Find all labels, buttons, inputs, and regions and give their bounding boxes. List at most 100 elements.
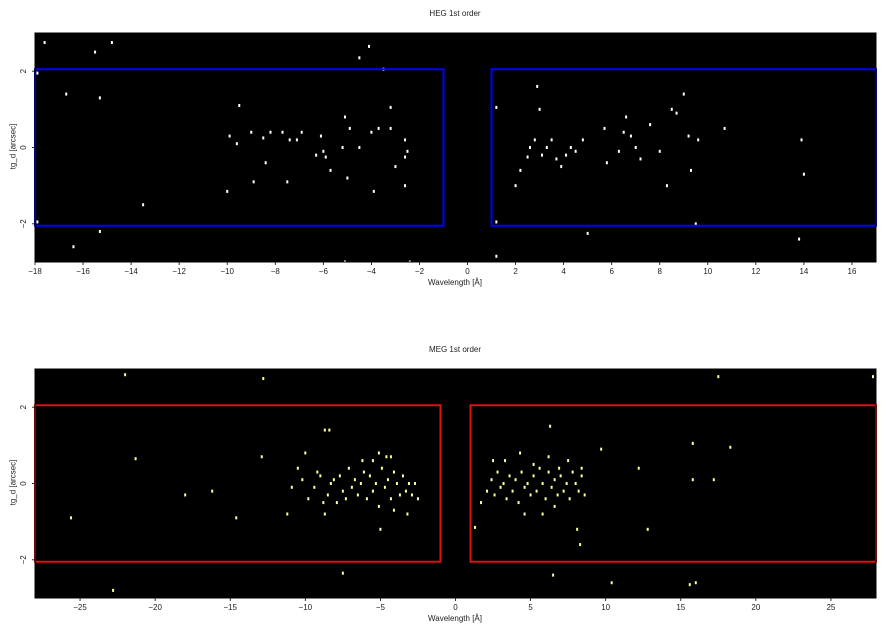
meg-data-point [262, 377, 265, 381]
meg-data-point [338, 474, 341, 478]
heg-data-point [43, 41, 46, 45]
heg-data-point [372, 189, 375, 193]
meg-data-point [559, 474, 562, 478]
meg-data-point [646, 527, 649, 531]
heg-data-point [394, 165, 397, 169]
heg-data-point [238, 104, 241, 108]
meg-data-point [286, 512, 289, 516]
meg-data-point [574, 482, 577, 485]
heg-data-point [689, 168, 692, 172]
heg-data-point [94, 50, 97, 54]
heg-data-point [560, 165, 563, 169]
heg-y-tick-label: −2 [19, 219, 28, 229]
meg-data-point [407, 482, 410, 485]
meg-y-tick-label: −2 [19, 555, 28, 565]
meg-data-point [313, 485, 316, 489]
meg-data-point [301, 478, 304, 482]
heg-data-point [625, 115, 628, 119]
meg-data-point [541, 482, 544, 485]
meg-data-point [565, 482, 568, 485]
heg-x-tick-label: 16 [848, 267, 857, 276]
meg-data-point [571, 470, 574, 474]
meg-data-point [556, 493, 559, 497]
meg-y-tick-label: 2 [19, 404, 28, 409]
meg-x-tick-label: −25 [73, 603, 87, 612]
meg-data-point [514, 478, 517, 482]
meg-data-point [517, 501, 520, 505]
meg-data-point [538, 466, 541, 470]
heg-data-point [545, 146, 548, 149]
meg-data-point [499, 485, 502, 489]
heg-data-point [262, 136, 265, 140]
heg-data-point [639, 157, 642, 161]
heg-data-point [528, 146, 531, 149]
meg-data-point [552, 573, 555, 577]
meg-data-point [549, 424, 552, 428]
heg-data-point [319, 134, 322, 138]
meg-xlabel: Wavelength [Å] [428, 614, 482, 623]
meg-data-point [511, 489, 514, 493]
heg-data-point [288, 138, 291, 142]
meg-data-point [371, 459, 374, 463]
meg-data-point [329, 482, 332, 485]
meg-data-point [558, 466, 561, 470]
meg-data-point [406, 512, 409, 516]
meg-data-point [304, 451, 307, 455]
heg-data-point [228, 134, 231, 138]
heg-data-point [110, 41, 113, 45]
heg-data-point [252, 180, 255, 184]
heg-data-point [377, 126, 380, 130]
heg-data-point [495, 220, 498, 224]
heg-x-tick-label: 12 [751, 267, 760, 276]
heg-data-point [65, 92, 68, 96]
heg-x-tick-label: −10 [220, 267, 234, 276]
heg-x-tick-label: 6 [609, 267, 614, 276]
heg-data-point [565, 153, 568, 157]
heg-title: HEG 1st order [429, 9, 481, 18]
heg-data-point [315, 153, 318, 157]
heg-data-point [536, 84, 539, 88]
meg-data-point [691, 441, 694, 445]
meg-data-point [112, 588, 115, 592]
heg-data-point [98, 229, 101, 233]
heg-data-point [295, 138, 298, 142]
meg-y-tick-label: 0 [19, 481, 28, 486]
meg-data-point [520, 470, 523, 474]
meg-data-point [523, 485, 526, 489]
meg-data-point [416, 497, 419, 501]
heg-data-point [269, 130, 272, 134]
meg-data-point [124, 373, 127, 377]
heg-data-point [581, 138, 584, 142]
meg-data-point [319, 474, 322, 478]
meg-data-point [368, 474, 371, 478]
meg-data-point [383, 485, 386, 489]
meg-data-point [562, 489, 565, 493]
heg-data-point [142, 203, 145, 207]
meg-data-point [332, 478, 335, 482]
heg-data-point [675, 111, 678, 115]
meg-x-tick-label: 15 [676, 603, 685, 612]
heg-data-point [322, 149, 325, 153]
meg-data-point [389, 497, 392, 501]
heg-data-point [324, 155, 327, 159]
heg-x-tick-label: −2 [415, 267, 425, 276]
heg-x-tick-label: −14 [124, 267, 138, 276]
heg-data-point [389, 126, 392, 130]
meg-data-point [577, 489, 580, 493]
heg-data-point [519, 168, 522, 172]
meg-data-point [395, 482, 398, 485]
heg-data-point [346, 176, 349, 180]
heg-data-point [798, 237, 801, 241]
meg-data-point [550, 485, 553, 489]
meg-data-point [362, 470, 365, 474]
meg-x-tick-label: −10 [299, 603, 313, 612]
heg-data-point [98, 96, 101, 100]
meg-data-point [385, 455, 388, 459]
meg-data-point [694, 581, 697, 585]
meg-data-point [392, 470, 395, 474]
meg-data-point [541, 512, 544, 516]
meg-data-point [350, 485, 353, 489]
meg-data-point [529, 493, 532, 497]
meg-data-point [523, 512, 526, 516]
meg-data-point [580, 466, 583, 470]
